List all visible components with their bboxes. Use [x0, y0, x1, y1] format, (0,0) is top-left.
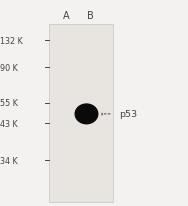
FancyBboxPatch shape — [49, 25, 113, 202]
Text: 34 K: 34 K — [0, 156, 18, 165]
Text: 132 K: 132 K — [0, 37, 23, 46]
Text: 43 K: 43 K — [0, 119, 18, 128]
Text: B: B — [87, 11, 94, 21]
Text: p53: p53 — [119, 110, 137, 119]
Text: 55 K: 55 K — [0, 98, 18, 108]
Ellipse shape — [75, 105, 98, 124]
Text: A: A — [62, 11, 69, 21]
Text: 90 K: 90 K — [0, 63, 18, 73]
